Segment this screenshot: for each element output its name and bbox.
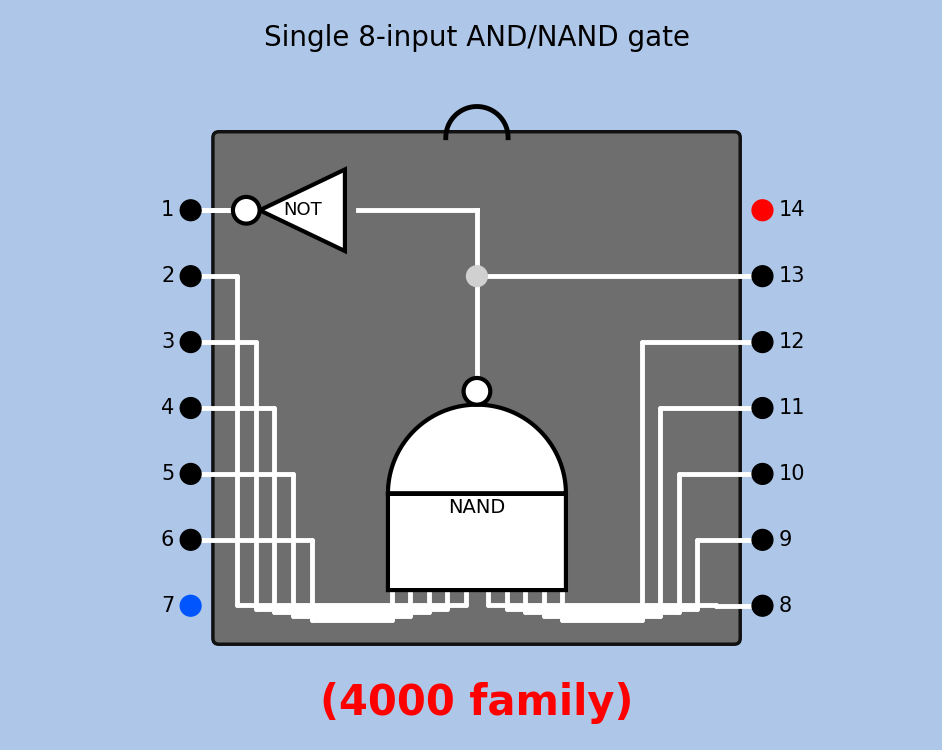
- Text: 7: 7: [161, 596, 174, 616]
- Circle shape: [180, 200, 201, 220]
- Circle shape: [752, 266, 772, 286]
- Text: 5: 5: [161, 464, 174, 484]
- Text: 8: 8: [779, 596, 792, 616]
- Circle shape: [180, 596, 201, 616]
- Circle shape: [180, 530, 201, 550]
- Text: Single 8-input AND/NAND gate: Single 8-input AND/NAND gate: [264, 24, 690, 52]
- Text: 12: 12: [779, 332, 805, 352]
- Text: 13: 13: [779, 266, 805, 286]
- Circle shape: [180, 464, 201, 484]
- Circle shape: [752, 596, 772, 616]
- Circle shape: [752, 464, 772, 484]
- Circle shape: [463, 378, 490, 405]
- Text: NOT: NOT: [283, 201, 321, 219]
- Text: 14: 14: [779, 200, 805, 220]
- Circle shape: [233, 197, 260, 223]
- Circle shape: [180, 332, 201, 352]
- Text: 6: 6: [161, 530, 174, 550]
- Text: NAND: NAND: [448, 498, 506, 517]
- Text: 11: 11: [779, 398, 805, 418]
- Circle shape: [752, 332, 772, 352]
- Circle shape: [752, 530, 772, 550]
- Circle shape: [180, 266, 201, 286]
- Circle shape: [752, 200, 772, 220]
- Text: 10: 10: [779, 464, 805, 484]
- Text: 1: 1: [161, 200, 174, 220]
- Text: 9: 9: [779, 530, 792, 550]
- Polygon shape: [388, 405, 566, 590]
- Circle shape: [466, 266, 487, 286]
- Circle shape: [752, 398, 772, 418]
- FancyBboxPatch shape: [213, 132, 740, 644]
- Text: 4: 4: [161, 398, 174, 418]
- Text: (4000 family): (4000 family): [320, 682, 634, 724]
- Circle shape: [180, 398, 201, 418]
- Text: 3: 3: [161, 332, 174, 352]
- Polygon shape: [260, 170, 345, 251]
- Text: 2: 2: [161, 266, 174, 286]
